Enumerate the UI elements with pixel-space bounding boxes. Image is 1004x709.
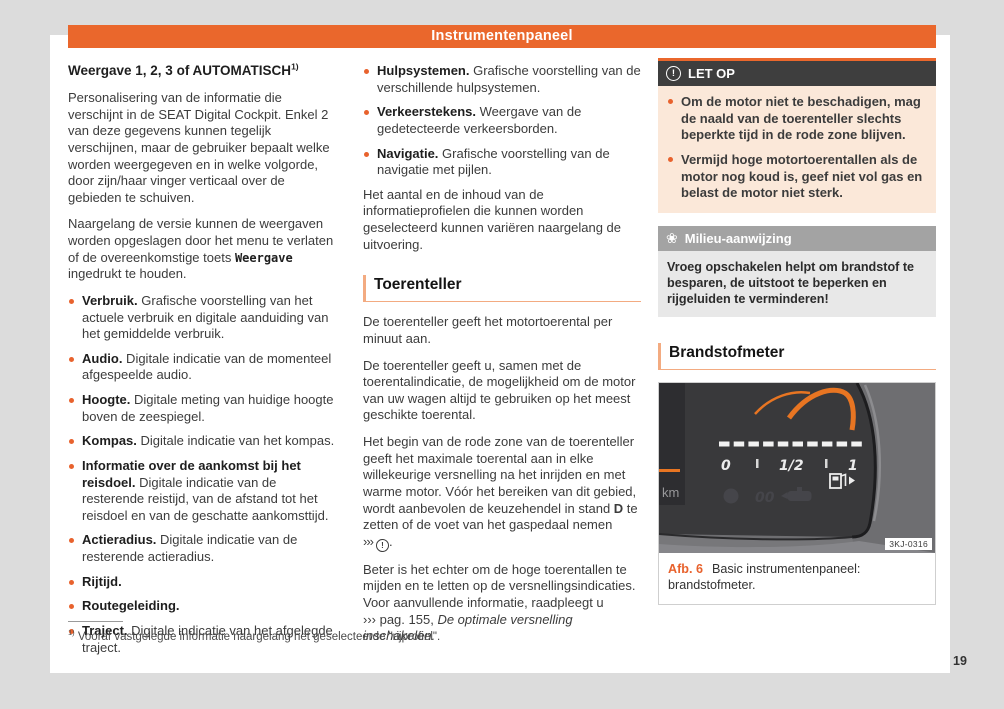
faint-telltale-circle [723, 488, 739, 504]
list-item: Actieradius. Digitale indicatie van de r… [68, 532, 335, 565]
odometer-panel [659, 382, 685, 505]
bullet-icon [69, 463, 74, 469]
bullet-icon [364, 151, 369, 157]
eco-note-header: ❀ Milieu-aanwijzing [658, 225, 936, 251]
eco-note-box: ❀ Milieu-aanwijzing Vroeg opschakelen he… [658, 225, 936, 317]
list-item: Navigatie. Grafische voorstelling van de… [363, 146, 641, 179]
figure-6: km 0 1/2 1 [658, 381, 936, 605]
list-item: Hoogte. Digitale meting van huidige hoog… [68, 392, 335, 425]
caution-box: ! LET OP Om de motor niet te beschadigen… [658, 58, 936, 213]
exclamation-circle-icon: ! [666, 66, 681, 81]
list-item: Rijtijd. [68, 574, 335, 591]
middle-bullet-list: Hulpsystemen. Grafische voorstelling van… [363, 63, 641, 179]
flower-icon: ❀ [666, 229, 678, 246]
left-bullet-list: Verbruik. Grafische voorstelling van het… [68, 293, 335, 656]
list-item: Routegeleiding. [68, 598, 335, 615]
caution-box-header: ! LET OP [658, 61, 936, 86]
middle-para-1: Het aantal en de inhoud van de informati… [363, 186, 622, 252]
list-item: Audio. Digitale indicatie van de momente… [68, 351, 335, 384]
figure-caption-label: Afb. 6 [668, 561, 703, 576]
list-item: Verbruik. Grafische voorstelling van het… [68, 293, 335, 343]
scale-label-full: 1 [848, 458, 858, 474]
dial-arc-thick [786, 387, 856, 431]
middle-para-5: Beter is het echter om de hoge toerental… [363, 561, 636, 644]
left-heading: Weergave 1, 2, 3 of AUTOMATISCH1) [68, 61, 299, 78]
weergave-button-key: Weergave [234, 250, 293, 265]
arrow-right-icon [849, 476, 855, 485]
page-header-bar: Instrumentenpaneel [68, 25, 936, 48]
dial-arc-thin [754, 390, 811, 415]
gear-position-d: D [613, 500, 624, 516]
needle-fragment [659, 468, 680, 472]
fuel-gauge-image: km 0 1/2 1 [659, 382, 935, 553]
left-para-2: Naargelang de versie kunnen de weergaven… [68, 216, 334, 282]
middle-para-2: De toerenteller geeft het motortoerental… [363, 314, 613, 346]
bullet-icon [69, 439, 74, 445]
caution-item: Vermijd hoge motortoerentallen als de mo… [667, 152, 927, 202]
footnote-text: 1) Vooraf vastgelegde informatie naargel… [68, 628, 441, 643]
footnote-area: 1) Vooraf vastgelegde informatie naargel… [68, 621, 628, 643]
list-item: Hulpsystemen. Grafische voorstelling van… [363, 63, 641, 96]
page-header-title: Instrumentenpaneel [431, 28, 573, 44]
bullet-icon [364, 69, 369, 74]
bullet-icon [668, 156, 673, 162]
bullet-icon [69, 356, 74, 362]
bullet-icon [69, 579, 74, 585]
left-para-1: Personalisering van de informatie die ve… [68, 90, 330, 205]
section-heading-toerenteller: Toerenteller [363, 275, 641, 303]
faint-counter: 00 [755, 490, 775, 506]
section-heading-brandstofmeter: Brandstofmeter [658, 342, 936, 370]
figure-caption-text: Basic instrumentenpaneel: brandstofmeter… [668, 561, 861, 593]
manual-page: Instrumentenpaneel Weergave 1, 2, 3 of A… [50, 25, 950, 673]
caution-box-title: LET OP [688, 66, 735, 81]
left-column: Weergave 1, 2, 3 of AUTOMATISCH1) Person… [68, 61, 335, 664]
scale-tick [825, 458, 828, 468]
page-reference: ››› pag. 155, [363, 611, 438, 627]
fuel-pump-icon [829, 472, 855, 489]
oil-can-icon [781, 486, 812, 501]
instrument-cluster-illustration: km 0 1/2 1 [659, 382, 935, 553]
scale-label-half: 1/2 [779, 458, 804, 474]
footnote-marker: 1) [68, 628, 75, 638]
caution-box-body: Om de motor niet te beschadigen, mag de … [658, 86, 936, 213]
bullet-icon [69, 628, 74, 634]
list-item: Informatie over de aankomst bij het reis… [68, 458, 335, 525]
middle-para-4: Het begin van de rode zone van de toeren… [363, 434, 638, 552]
middle-para-3: De toerenteller geeft u, samen met de to… [363, 357, 636, 423]
scale-label-empty: 0 [721, 458, 731, 474]
list-item: Traject. Digitale indicatie van het afge… [68, 623, 335, 656]
referenced-section-title: De optimale versnelling inschakelen. [363, 611, 573, 644]
bullet-icon [69, 604, 74, 610]
scale-tick [756, 458, 759, 468]
caution-reference-icon: ! [376, 538, 389, 552]
footnote-marker: 1) [291, 61, 299, 72]
figure-caption: Afb. 6 Basic instrumentenpaneel: brandsto… [659, 553, 935, 604]
bullet-icon [69, 398, 74, 403]
footnote-divider [68, 621, 123, 622]
list-item: Verkeerstekens. Weergave van de gedetect… [363, 104, 641, 137]
figure-reference-tag: 3KJ-0316 [885, 537, 932, 550]
middle-column: Hulpsystemen. Grafische voorstelling van… [363, 63, 641, 655]
page-number: 19 [953, 654, 967, 668]
eco-note-title: Milieu-aanwijzing [684, 230, 792, 246]
bullet-icon [69, 538, 74, 544]
cross-reference-arrows: ››› [363, 533, 374, 549]
right-column: ! LET OP Om de motor niet te beschadigen… [658, 58, 936, 605]
eco-note-body: Vroeg opschakelen helpt om brandstof te … [658, 250, 936, 317]
km-label: km [662, 485, 679, 500]
list-item: Kompas. Digitale indicatie van het kompa… [68, 433, 335, 450]
caution-item: Om de motor niet te beschadigen, mag de … [667, 94, 927, 144]
bullet-icon [364, 110, 369, 116]
bullet-icon [668, 99, 673, 104]
bullet-icon [69, 298, 74, 304]
